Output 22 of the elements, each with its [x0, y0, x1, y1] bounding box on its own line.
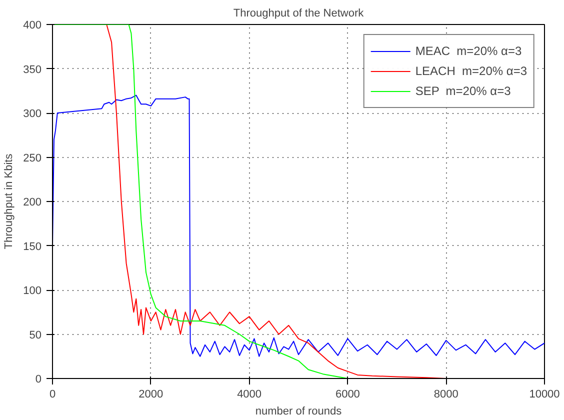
y-tick-label: 250	[23, 152, 42, 164]
y-tick-label: 150	[23, 240, 42, 253]
x-tick-label: 2000	[138, 388, 164, 400]
y-axis-title: Throughput in Kbits	[3, 153, 16, 250]
y-tick-label: 0	[35, 374, 42, 386]
x-tick-label: 6000	[335, 388, 360, 400]
y-tick-label: 400	[23, 20, 42, 32]
y-tick-label: 300	[23, 108, 42, 120]
x-tick-label: 4000	[237, 388, 262, 400]
x-axis-title: number of rounds	[255, 406, 342, 418]
legend-label: LEACH m=20% α=3	[415, 64, 527, 78]
legend-label: SEP m=20% α=3	[415, 84, 511, 98]
x-tick-label: 8000	[434, 388, 458, 400]
y-tick-label: 200	[23, 196, 42, 208]
y-tick-label: 350	[23, 64, 42, 76]
x-tick-label: 10000	[529, 388, 560, 400]
y-tick-label: 100	[23, 285, 42, 297]
chart-title: Throughput of the Network	[233, 8, 364, 20]
legend-label: MEAC m=20% α=3	[415, 44, 522, 58]
x-tick-label: 0	[49, 388, 56, 400]
line-series	[52, 94, 544, 357]
y-tick-label: 50	[29, 329, 42, 342]
